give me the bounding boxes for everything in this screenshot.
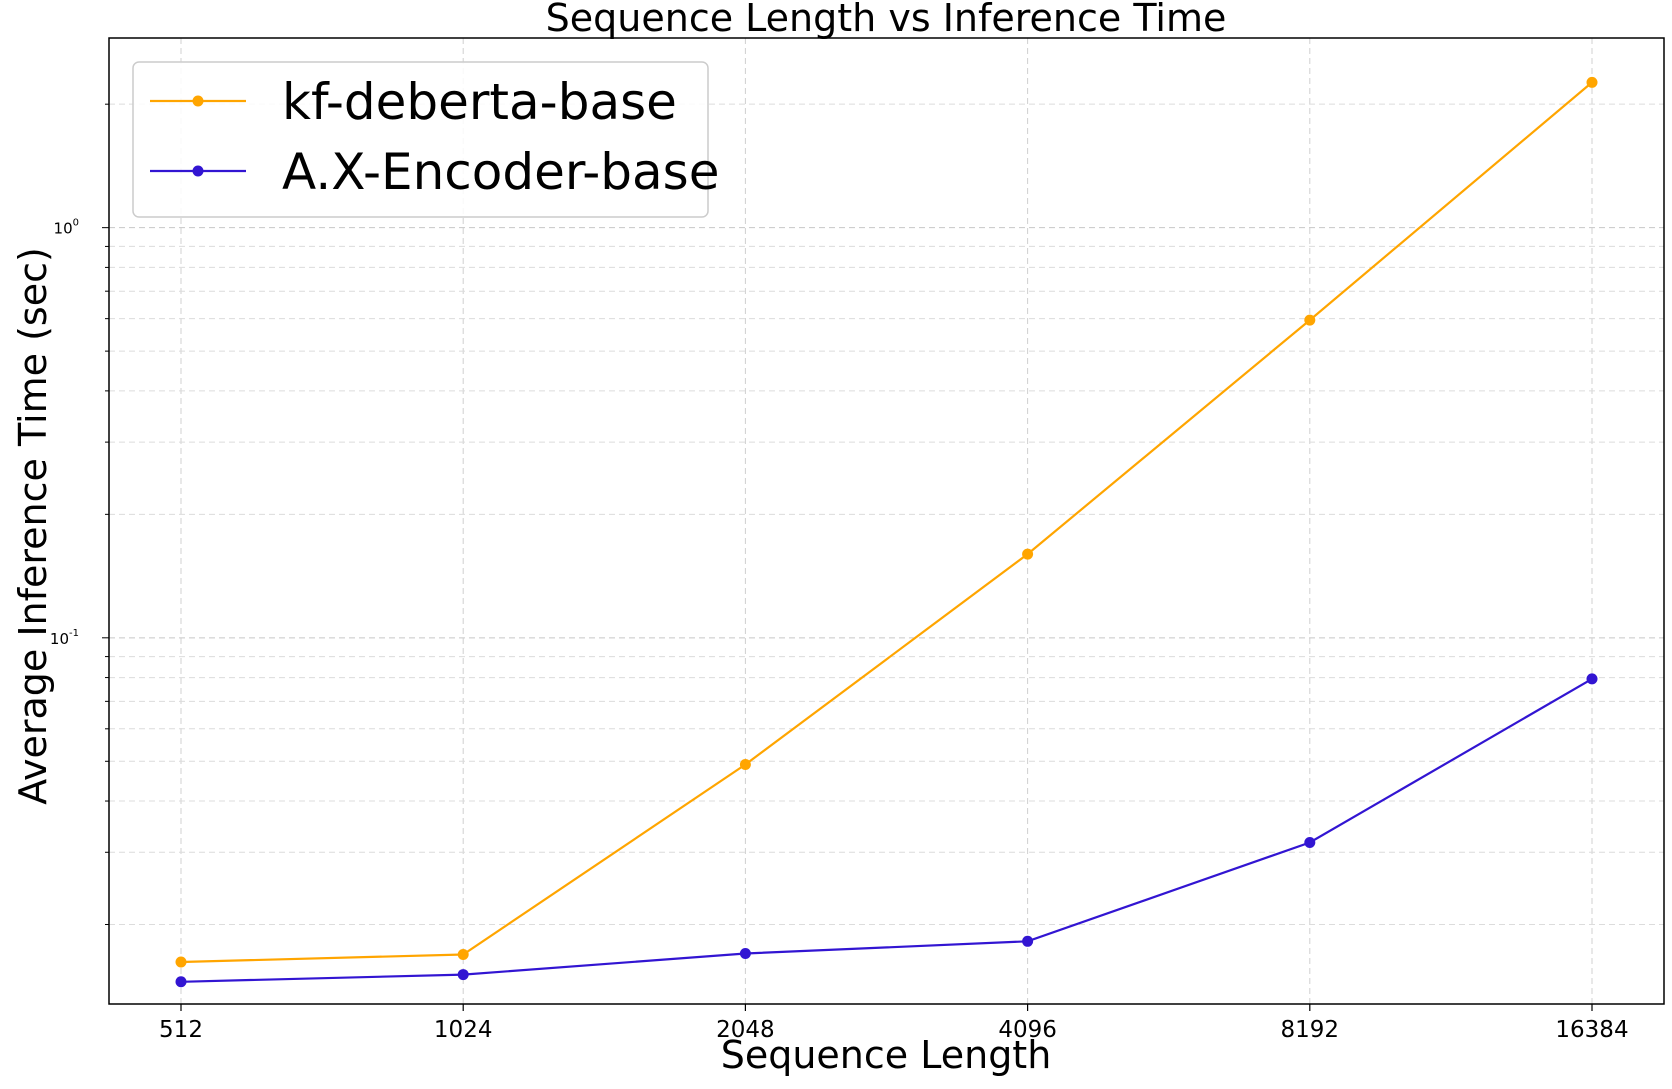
series-line-a-x-encoder-base [180, 677, 1593, 983]
series-a-x-encoder-base [175, 673, 1598, 988]
data-point-kf-deberta-base [1304, 314, 1316, 326]
y-axis-label: Average Inference Time (sec) [11, 247, 55, 805]
x-tick-label: 2048 [716, 1017, 775, 1043]
legend-label-kf-deberta-base: kf-deberta-base [282, 73, 677, 131]
data-point-a-x-encoder-base [1304, 836, 1316, 848]
data-point-a-x-encoder-base [1586, 673, 1598, 685]
series-line-kf-deberta-base [180, 81, 1593, 964]
y-tick-label: 100 [54, 218, 79, 238]
data-point-a-x-encoder-base [175, 976, 187, 988]
legend-box [132, 61, 709, 218]
x-tick-label: 4096 [998, 1017, 1057, 1043]
legend: kf-deberta-base A.X-Encoder-base [132, 61, 719, 218]
data-point-kf-deberta-base [1586, 76, 1598, 88]
x-tick-label: 512 [159, 1017, 203, 1043]
x-tick-label: 1024 [434, 1017, 493, 1043]
legend-label-ax-encoder-base: A.X-Encoder-base [282, 143, 719, 201]
x-tick-label: 8192 [1281, 1017, 1340, 1043]
x-axis-ticks: 512 1024 2048 4096 8192 16384 [159, 1004, 1629, 1043]
series-layer [175, 76, 1598, 988]
chart-title: Sequence Length vs Inference Time [546, 0, 1227, 40]
data-point-kf-deberta-base [457, 949, 469, 961]
data-point-a-x-encoder-base [739, 947, 751, 959]
grid-lines [109, 38, 1664, 1004]
data-point-a-x-encoder-base [457, 969, 469, 981]
data-point-kf-deberta-base [739, 759, 751, 771]
data-point-a-x-encoder-base [1022, 935, 1034, 947]
legend-entry-kf-deberta-base: kf-deberta-base [150, 73, 677, 131]
legend-entry-ax-encoder-base: A.X-Encoder-base [150, 143, 719, 201]
series-kf-deberta-base [175, 76, 1598, 968]
data-point-kf-deberta-base [175, 956, 187, 968]
x-axis-label: Sequence Length [721, 1033, 1052, 1077]
legend-marker-ax-encoder-base [192, 165, 204, 177]
x-tick-label: 16384 [1555, 1017, 1628, 1043]
legend-marker-kf-deberta-base [192, 95, 204, 107]
plot-area-frame [108, 37, 1665, 1005]
data-point-kf-deberta-base [1022, 548, 1034, 560]
